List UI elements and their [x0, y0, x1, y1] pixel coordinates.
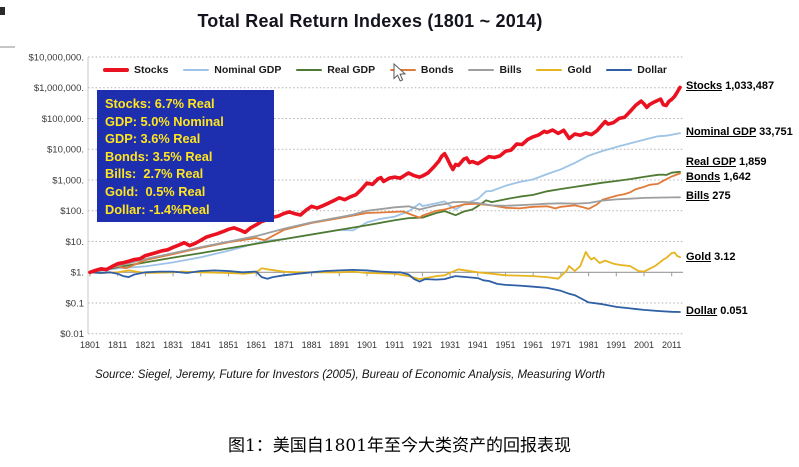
x-axis-tick-label: 1931: [440, 340, 460, 350]
mouse-cursor-icon: [393, 63, 407, 82]
y-axis-tick-label: $1,000,000.: [34, 83, 84, 94]
series-line-stocks: [88, 85, 682, 275]
stat-line: GDP: 5.0% Nominal: [105, 113, 224, 129]
series-end-label-nominal-gdp: Nominal GDP 33,751: [686, 126, 793, 138]
screen-artifact-dash: [0, 46, 15, 48]
stat-line: Bills: 2.7% Real: [105, 166, 204, 182]
series-end-label-stocks: Stocks 1,033,487: [686, 80, 775, 92]
legend-swatch-icon: [606, 69, 633, 71]
stat-line: Gold: 0.5% Real: [105, 183, 206, 199]
series-end-label-real-gdp: Real GDP 1,859: [686, 156, 767, 168]
stats-annotation-box: Stocks: 6.7% Real GDP: 5.0% Nominal GDP: 3…: [97, 90, 274, 223]
x-axis-tick-label: 1981: [579, 340, 599, 350]
x-axis-tick-label: 1961: [523, 340, 543, 350]
x-axis-tick-label: 1941: [468, 340, 488, 350]
stat-line: Dollar: -1.4%Real: [105, 201, 210, 217]
y-axis-tick-label: $1.: [71, 268, 84, 279]
legend-swatch-icon: [389, 69, 416, 71]
series-line-bonds: [89, 172, 681, 274]
legend-swatch-icon: [468, 69, 495, 71]
x-axis-tick-label: 1811: [108, 340, 127, 350]
legend-label: Bills: [499, 64, 522, 76]
series-line-bills: [89, 196, 681, 274]
x-axis-tick-label: 2011: [662, 340, 681, 350]
legend-label: Bonds: [420, 64, 454, 76]
y-axis-tick-label: $0.01: [60, 329, 84, 340]
x-axis-tick-label: 1871: [274, 340, 294, 350]
x-axis-tick-label: 1901: [357, 340, 377, 350]
y-axis-tick-label: $10,000,000.: [29, 52, 84, 63]
y-axis-tick-label: $10,000.: [47, 145, 84, 156]
chart-title: Total Real Return Indexes (1801 ~ 2014): [197, 11, 543, 31]
figure-caption: 图1：美国自1801年至今大类资产的回报表现: [227, 436, 572, 456]
x-axis-tick-label: 1881: [302, 340, 322, 350]
stat-line: Stocks: 6.7% Real: [105, 96, 215, 111]
y-axis-tick-label: $100.: [60, 206, 84, 217]
screen-artifact-mark: [0, 7, 5, 15]
x-axis-tick-label: 1891: [329, 340, 349, 350]
series-end-label-dollar: Dollar 0.051: [686, 305, 748, 317]
legend-label: Gold: [567, 64, 592, 76]
legend-item-real-gdp: Real GDP: [296, 64, 375, 76]
legend-swatch-icon: [536, 69, 563, 71]
x-axis-tick-label: 2001: [634, 340, 654, 350]
series-end-label-bonds: Bonds 1,642: [686, 171, 751, 183]
series-end-label-gold: Gold 3.12: [686, 251, 736, 263]
y-axis-tick-label: $1,000.: [52, 175, 84, 186]
x-axis-tick-label: 1911: [385, 340, 404, 350]
x-axis-tick-label: 1851: [218, 340, 238, 350]
x-axis-tick-label: 1991: [606, 340, 626, 350]
legend-swatch-icon: [183, 69, 210, 71]
stat-line: Bonds: 3.5% Real: [105, 148, 213, 164]
x-axis-tick-label: 1951: [495, 340, 515, 350]
y-axis-tick-label: $0.1: [66, 298, 85, 309]
series-line-real-gdp: [89, 170, 681, 274]
series-end-label-bills: Bills 275: [686, 190, 731, 202]
legend-item-gold: Gold: [536, 64, 591, 76]
legend-item-bills: Bills: [468, 64, 522, 76]
stat-line: GDP: 3.6% Real: [105, 131, 201, 147]
legend-label: Stocks: [134, 64, 169, 76]
legend-item-dollar: Dollar: [606, 64, 667, 76]
x-axis-tick-label: 1841: [191, 340, 211, 350]
x-axis-tick-label: 1821: [135, 340, 155, 350]
x-axis-tick-label: 1861: [246, 340, 266, 350]
legend-label: Dollar: [637, 64, 667, 76]
y-axis-tick-label: $10.: [66, 237, 85, 248]
legend-item-stocks: Stocks: [103, 64, 168, 76]
chart-legend: Stocks Nominal GDP Real GDP Bonds Bills Gold D…: [103, 64, 667, 76]
x-axis-tick-label: 1971: [551, 340, 571, 350]
series-line-dollar: [89, 268, 681, 313]
legend-swatch-icon: [296, 69, 323, 71]
legend-swatch-icon: [103, 68, 129, 72]
legend-label: Nominal GDP: [214, 64, 282, 76]
x-axis-tick-label: 1921: [412, 340, 432, 350]
x-axis-tick-label: 1831: [163, 340, 183, 350]
legend-label: Real GDP: [327, 64, 376, 76]
legend-item-bonds: Bonds: [389, 64, 454, 76]
y-axis-tick-label: $100,000.: [42, 114, 84, 125]
source-note: Source: Siegel, Jeremy, Future for Inves…: [94, 369, 606, 381]
legend-item-nominal-gdp: Nominal GDP: [183, 64, 281, 76]
series-line-gold: [89, 250, 681, 281]
x-axis-tick-label: 1801: [80, 340, 100, 350]
